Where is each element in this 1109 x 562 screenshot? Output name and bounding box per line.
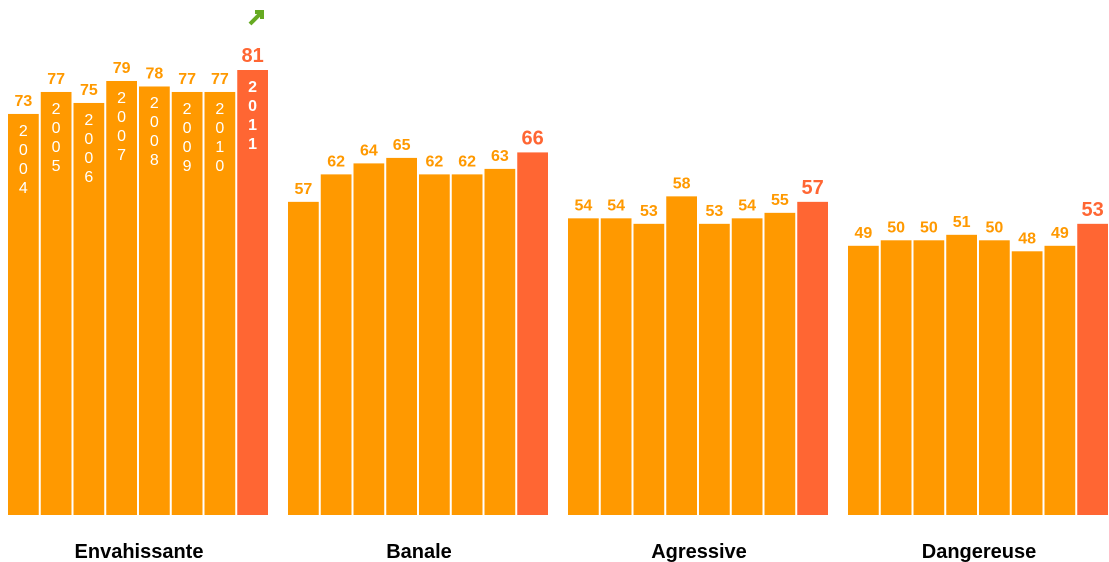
value-label: 50 <box>887 219 905 236</box>
bar <box>848 245 879 515</box>
bar <box>979 240 1010 515</box>
bar <box>797 201 828 515</box>
value-label: 54 <box>574 197 592 214</box>
bar <box>320 174 352 515</box>
bar <box>666 196 697 515</box>
bar <box>1044 245 1076 515</box>
bar <box>419 174 450 515</box>
series-label: 2007 <box>117 89 127 164</box>
value-label: 53 <box>640 203 658 220</box>
bar <box>568 218 599 516</box>
value-label: 49 <box>1051 225 1069 242</box>
bar <box>517 152 548 515</box>
bar <box>764 212 796 515</box>
bar <box>386 157 417 515</box>
value-label: 58 <box>673 175 691 192</box>
value-label: 65 <box>393 137 411 154</box>
series-label: 2005 <box>51 100 61 175</box>
value-label: 79 <box>113 60 131 77</box>
value-label: 55 <box>771 192 789 209</box>
bar <box>451 174 483 515</box>
series-label: 2011 <box>248 79 258 153</box>
value-label: 75 <box>80 82 98 99</box>
value-label: 50 <box>920 219 938 236</box>
bar <box>40 91 72 515</box>
bar <box>353 163 385 515</box>
bar <box>171 91 203 515</box>
value-label: 54 <box>607 197 625 214</box>
value-label: 62 <box>327 153 345 170</box>
value-label: 48 <box>1018 230 1036 247</box>
bar <box>73 102 105 516</box>
bar <box>484 168 516 515</box>
bar <box>880 240 912 515</box>
value-label: 50 <box>985 219 1003 236</box>
value-label: 57 <box>294 181 312 198</box>
value-label: 57 <box>802 177 824 199</box>
trend-arrow <box>248 10 264 26</box>
bar <box>288 201 319 515</box>
category-label: Envahissante <box>75 541 204 562</box>
series-label: 2004 <box>18 122 28 197</box>
value-label: 77 <box>47 71 65 88</box>
value-label: 54 <box>738 197 756 214</box>
value-label: 53 <box>1082 199 1104 221</box>
bar <box>8 113 39 515</box>
bar <box>237 70 268 515</box>
value-label: 51 <box>953 214 971 231</box>
value-label: 62 <box>425 153 443 170</box>
value-label: 49 <box>854 225 872 242</box>
value-label: 53 <box>705 203 723 220</box>
series-label: 2006 <box>84 111 94 186</box>
bar <box>1011 251 1043 515</box>
value-label: 62 <box>458 153 476 170</box>
series-label: 2009 <box>182 100 192 175</box>
bar <box>699 223 730 516</box>
value-label: 81 <box>242 45 264 67</box>
value-label: 63 <box>491 148 509 165</box>
bar <box>600 218 632 516</box>
series-label: 2010 <box>215 100 225 175</box>
bar <box>1077 223 1108 516</box>
bar <box>731 218 763 516</box>
bar <box>633 223 665 516</box>
value-label: 77 <box>211 71 229 88</box>
bar <box>139 86 170 516</box>
category-label: Dangereuse <box>922 541 1037 562</box>
value-label: 78 <box>145 65 163 82</box>
series-label: 2008 <box>149 95 159 170</box>
value-label: 66 <box>522 127 544 149</box>
bar <box>106 80 137 515</box>
value-label: 64 <box>360 142 378 159</box>
bar <box>913 240 945 515</box>
category-label: Banale <box>386 541 452 562</box>
bar <box>204 91 236 515</box>
category-label: Agressive <box>651 541 747 562</box>
bar <box>946 234 977 515</box>
value-label: 77 <box>178 71 196 88</box>
value-label: 73 <box>14 93 32 110</box>
